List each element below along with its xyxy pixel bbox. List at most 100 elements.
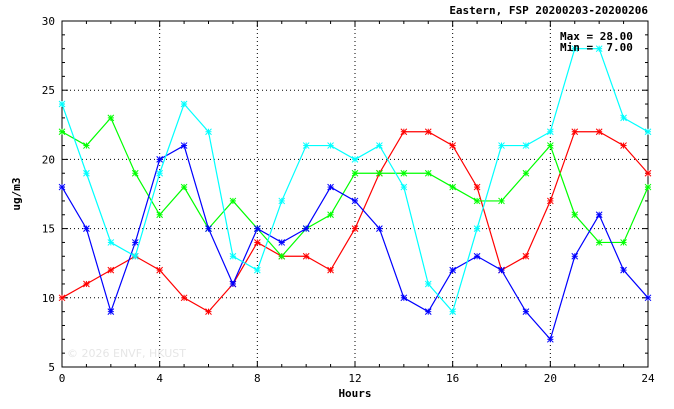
data-point (107, 239, 115, 246)
x-axis-label: Hours (338, 387, 371, 400)
y-tick-label: 15 (42, 223, 55, 236)
data-point (253, 239, 261, 246)
plot-frame (61, 20, 649, 368)
data-point (107, 308, 115, 315)
data-point (327, 211, 334, 219)
y-tick-label: 5 (48, 361, 55, 374)
data-point (620, 266, 627, 274)
data-point (205, 225, 212, 232)
data-point (376, 225, 383, 232)
data-point (83, 225, 90, 232)
data-point (473, 225, 481, 232)
y-tick-labels: 5 10 15 20 25 30 (42, 15, 55, 374)
data-point (595, 128, 603, 136)
data-point (327, 266, 334, 274)
data-point (498, 142, 505, 149)
series-line (61, 116, 649, 258)
x-tick-label: 8 (254, 372, 261, 385)
data-point (522, 142, 530, 149)
data-point (278, 197, 286, 205)
watermark: © 2026 ENVF, HKUST (67, 347, 186, 360)
data-point (156, 169, 164, 177)
data-point (546, 142, 554, 149)
data-point (449, 266, 457, 274)
data-point (107, 266, 115, 274)
data-point (278, 252, 286, 260)
data-point (58, 128, 66, 136)
data-point (595, 239, 603, 246)
data-point (156, 266, 164, 274)
data-point (400, 183, 408, 191)
data-point (644, 183, 652, 191)
data-point (229, 280, 237, 288)
data-point (473, 197, 481, 205)
data-point (376, 142, 383, 149)
data-point (327, 142, 334, 149)
data-point (424, 169, 432, 177)
data-point (644, 169, 652, 177)
data-point (180, 183, 188, 191)
data-point (620, 239, 627, 246)
y-tick-label: 30 (42, 15, 55, 28)
data-point (229, 197, 237, 205)
data-point (595, 45, 603, 53)
x-tick-label: 4 (156, 372, 163, 385)
data-point (546, 197, 554, 205)
chart-title: Eastern, FSP 20200203-20200206 (449, 4, 648, 17)
x-tick-label: 24 (641, 372, 655, 385)
data-point (449, 308, 457, 315)
data-point (546, 335, 554, 343)
data-point (498, 197, 505, 205)
data-point (83, 169, 90, 177)
y-tick-label: 25 (42, 84, 55, 97)
data-point (424, 280, 432, 288)
data-point (205, 128, 212, 136)
data-point (522, 252, 530, 260)
data-point (351, 225, 359, 232)
data-point (327, 183, 334, 191)
data-point (253, 266, 261, 274)
data-point (180, 100, 188, 108)
x-tick-label: 20 (544, 372, 557, 385)
data-point (156, 156, 164, 163)
data-point (351, 197, 359, 205)
min-label: Min = 7.00 (560, 41, 633, 54)
data-point (595, 211, 603, 219)
series-line (61, 48, 649, 313)
data-point (571, 211, 579, 219)
y-tick-label: 20 (42, 153, 55, 166)
data-point (620, 114, 627, 122)
x-tick-label: 16 (446, 372, 459, 385)
data-point (400, 169, 408, 177)
data-point (546, 128, 554, 136)
data-point (278, 239, 286, 246)
series-4 (58, 45, 652, 315)
data-point (58, 100, 66, 108)
data-point (571, 128, 579, 136)
data-point (302, 252, 310, 260)
max-label: Max = 28.00 (560, 30, 633, 43)
y-axis-label: ug/m3 (10, 177, 23, 210)
data-point (644, 294, 652, 302)
data-point (83, 142, 90, 149)
data-point (156, 211, 164, 219)
x-tick-label: 12 (348, 372, 361, 385)
data-point (449, 183, 457, 191)
data-point (400, 128, 408, 136)
data-point (131, 169, 139, 177)
data-point (302, 225, 310, 232)
data-point (131, 252, 139, 260)
data-point (400, 294, 408, 302)
y-tick-label: 10 (42, 292, 55, 305)
data-point (644, 128, 652, 136)
data-point (473, 252, 481, 260)
data-point (571, 45, 579, 53)
data-point (351, 156, 359, 163)
data-point (302, 142, 310, 149)
data-point (522, 308, 530, 315)
data-point (131, 239, 139, 246)
x-tick-label: 0 (59, 372, 66, 385)
data-point (449, 142, 457, 149)
series-group (58, 45, 652, 343)
